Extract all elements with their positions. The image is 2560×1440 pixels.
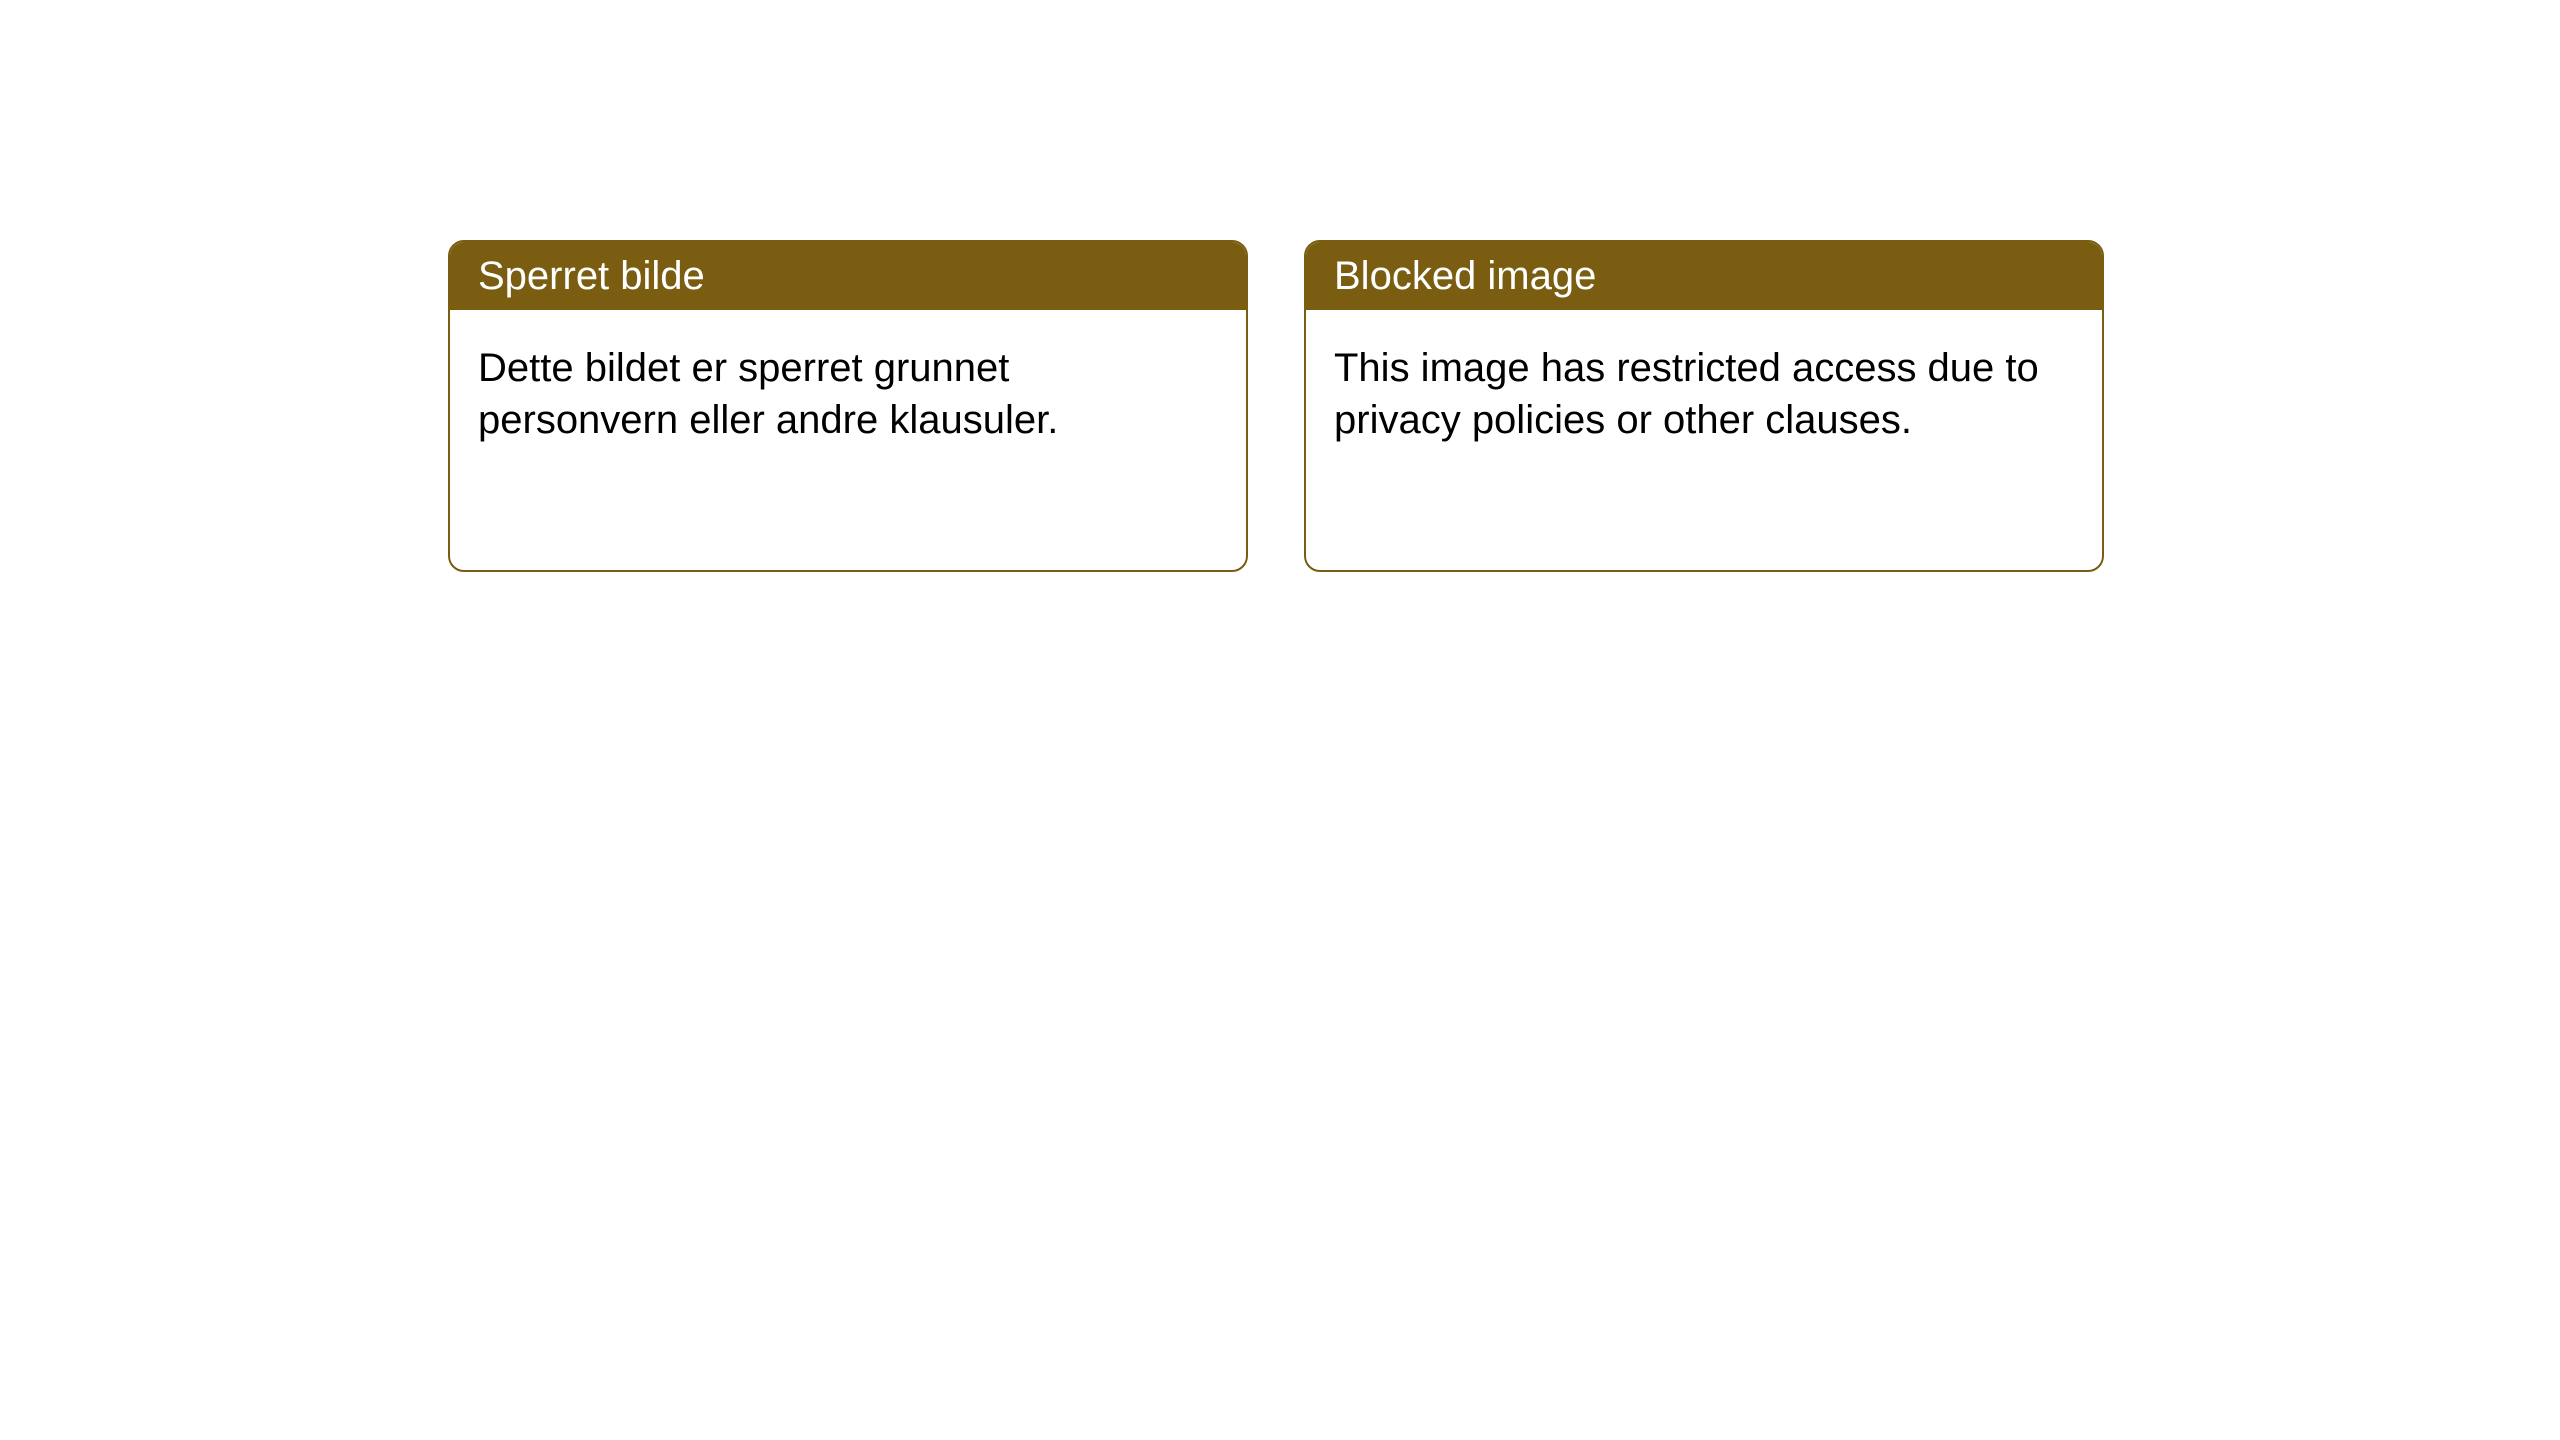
notice-box-norwegian: Sperret bilde Dette bildet er sperret gr… (448, 240, 1248, 572)
notice-box-english: Blocked image This image has restricted … (1304, 240, 2104, 572)
notices-container: Sperret bilde Dette bildet er sperret gr… (0, 0, 2560, 572)
notice-title: Sperret bilde (450, 242, 1246, 310)
notice-body: This image has restricted access due to … (1306, 310, 2102, 478)
notice-title: Blocked image (1306, 242, 2102, 310)
notice-body: Dette bildet er sperret grunnet personve… (450, 310, 1246, 478)
